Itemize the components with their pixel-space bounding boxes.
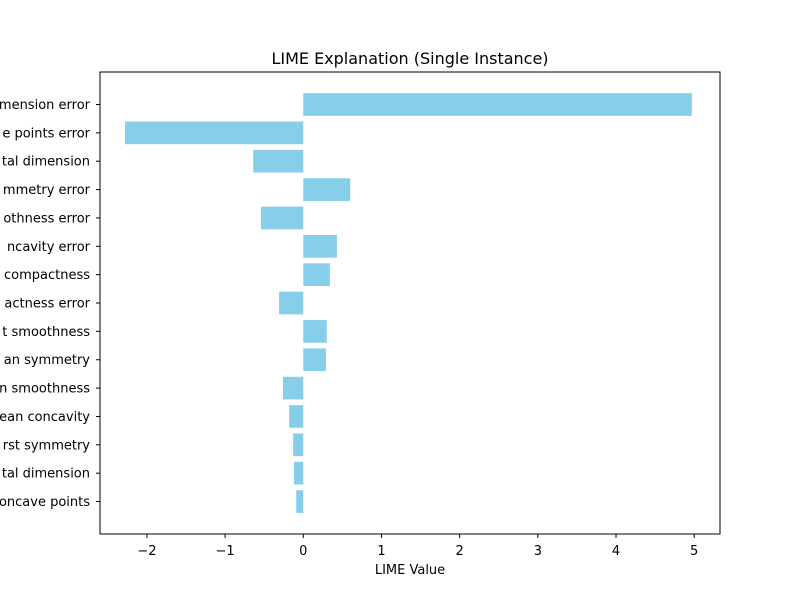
- x-axis-label: LIME Value: [375, 563, 445, 578]
- bar: [303, 320, 327, 343]
- y-tick-label: tal dimension: [2, 467, 90, 482]
- y-axis: mension error e points error tal dimension…: [0, 98, 100, 510]
- bar: [282, 376, 304, 400]
- bar: [303, 348, 326, 372]
- y-tick-label: mmetry error: [3, 183, 91, 198]
- x-tick-label: 0: [299, 544, 307, 559]
- x-tick-label: 3: [534, 544, 542, 559]
- x-axis: −2 −1 0 1 2 3 4 5: [137, 534, 698, 559]
- y-tick-label: actness error: [4, 297, 90, 312]
- bar: [303, 93, 692, 116]
- bar: [303, 263, 330, 287]
- bar: [125, 121, 304, 145]
- y-tick-label: ncavity error: [7, 240, 91, 255]
- bar: [293, 461, 304, 485]
- bar: [261, 206, 304, 230]
- x-tick-label: 5: [690, 544, 698, 559]
- bars-layer: [125, 93, 692, 513]
- bar: [279, 291, 304, 315]
- bar: [296, 490, 304, 513]
- y-tick-label: rst symmetry: [3, 438, 91, 453]
- x-tick-label: 4: [612, 544, 620, 559]
- bar: [293, 433, 304, 457]
- y-tick-label: t smoothness: [2, 325, 90, 340]
- chart-title: LIME Explanation (Single Instance): [271, 49, 548, 68]
- x-tick-label: 2: [456, 544, 464, 559]
- y-tick-label: ean concavity: [0, 410, 90, 425]
- y-tick-label: tal dimension: [2, 155, 90, 170]
- bar: [303, 234, 337, 258]
- bar: [253, 149, 304, 173]
- y-tick-label: mension error: [0, 98, 91, 113]
- x-tick-label: −2: [137, 544, 156, 559]
- y-tick-label: oncave points: [0, 495, 90, 510]
- y-tick-label: an symmetry: [4, 353, 91, 368]
- bar: [303, 178, 351, 201]
- x-tick-label: −1: [216, 544, 235, 559]
- x-tick-label: 1: [377, 544, 385, 559]
- y-tick-label: e points error: [2, 126, 90, 141]
- y-tick-label: n smoothness: [0, 382, 90, 397]
- y-tick-label: compactness: [4, 268, 90, 283]
- bar: [289, 405, 304, 428]
- y-tick-label: othness error: [3, 211, 90, 226]
